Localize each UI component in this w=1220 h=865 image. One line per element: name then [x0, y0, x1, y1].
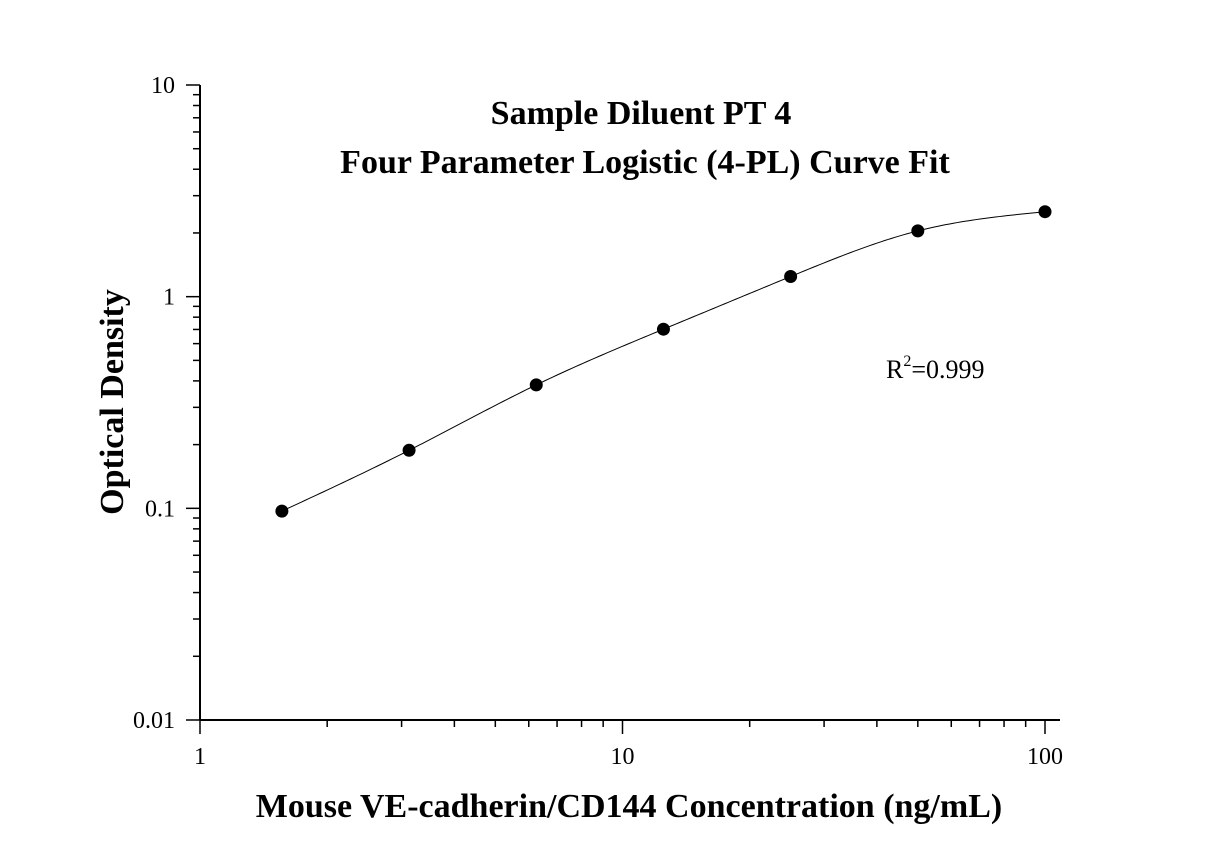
chart-title: Sample Diluent PT 4 Four Parameter Logis…	[340, 95, 950, 181]
y-tick-label: 10	[151, 73, 175, 99]
x-axis-label: Mouse VE-cadherin/CD144 Concentration (n…	[256, 788, 1002, 825]
axes	[199, 85, 1060, 721]
r-squared-superscript: 2	[903, 353, 911, 370]
x-tick-label: 1	[194, 744, 206, 770]
x-tick-label: 100	[1027, 744, 1063, 770]
y-tick-label: 0.1	[145, 496, 175, 522]
minor-ticks	[193, 93, 1027, 727]
data-point	[1038, 205, 1052, 219]
data-point	[275, 504, 289, 518]
data-point	[402, 443, 416, 457]
x-tick-label: 10	[611, 744, 635, 770]
data-points	[275, 205, 1052, 518]
data-point	[784, 270, 798, 284]
y-tick-label: 1	[163, 285, 175, 311]
data-point	[656, 322, 670, 336]
data-point	[911, 224, 925, 238]
major-ticks	[186, 84, 1046, 734]
chart-title-line-2: Four Parameter Logistic (4-PL) Curve Fit	[340, 144, 950, 181]
y-axis-label: Optical Density	[94, 289, 131, 515]
r-squared-base: R	[886, 355, 904, 384]
tick-labels: 0.01 0.1 1 10 1 10 100	[133, 73, 1063, 770]
r-squared-annotation: R2=0.999	[886, 353, 985, 384]
chart-title-line-1: Sample Diluent PT 4	[491, 95, 792, 132]
r-squared-value: =0.999	[911, 355, 984, 384]
y-tick-label: 0.01	[133, 708, 175, 734]
data-point	[529, 378, 543, 392]
